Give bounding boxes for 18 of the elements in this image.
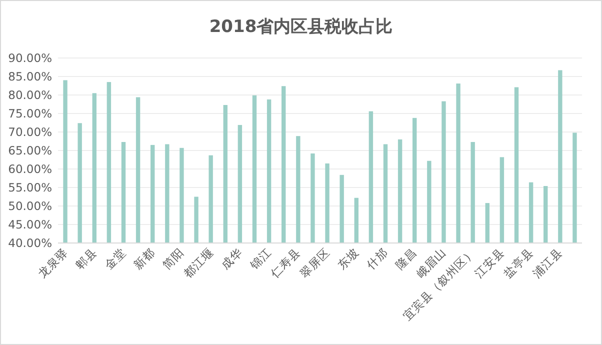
y-tick-label: 90.00% [8,51,52,65]
x-tick-label: 新都 [130,245,158,272]
chart-title: 2018省内区县税收占比 [209,17,393,37]
y-tick-label: 45.00% [8,218,52,232]
y-tick-label: 50.00% [8,199,52,213]
y-tick-label: 75.00% [8,106,52,120]
x-tick-label: 成华 [218,245,246,272]
y-tick-label: 60.00% [8,162,52,176]
y-tick-label: 70.00% [8,125,52,139]
y-tick-label: 40.00% [8,236,52,250]
y-tick-label: 85.00% [8,70,52,84]
y-tick-label: 55.00% [8,180,52,194]
x-tick-label: 什邡 [363,245,391,273]
x-tick-label: 金堂 [102,245,129,272]
y-tick-label: 65.00% [8,144,52,158]
x-tick-label: 东坡 [334,245,362,272]
y-tick-label: 80.00% [8,88,52,102]
x-tick-label: 郫县 [72,245,100,272]
